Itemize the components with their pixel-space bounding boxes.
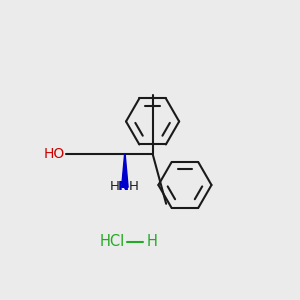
Text: N: N: [118, 180, 129, 193]
Text: H: H: [147, 234, 158, 249]
Text: HCl: HCl: [100, 234, 125, 249]
Text: H: H: [129, 180, 139, 193]
Polygon shape: [122, 154, 128, 187]
Text: HO: HO: [44, 147, 65, 161]
Text: H: H: [110, 180, 119, 193]
